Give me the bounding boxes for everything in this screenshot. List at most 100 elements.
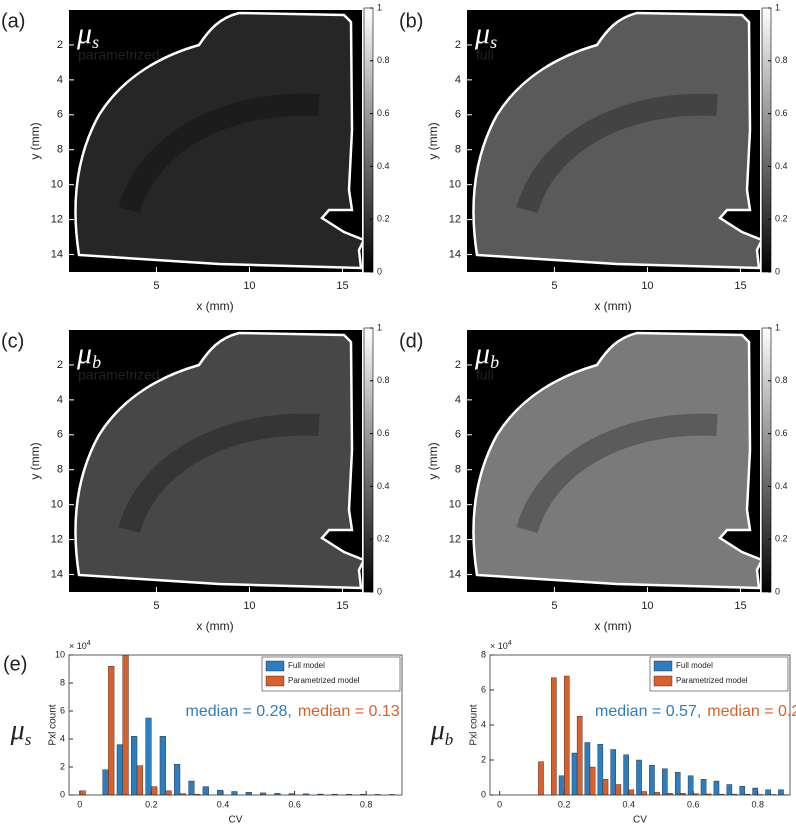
bar [551, 677, 557, 795]
bar [778, 789, 784, 795]
colorbar-tick-label: 0 [775, 266, 780, 276]
bar [731, 793, 738, 795]
colorbar [363, 327, 374, 593]
colorbar-tick-label: 0.6 [775, 108, 788, 118]
bar [705, 793, 712, 795]
bar [131, 736, 138, 795]
legend-swatch [265, 675, 285, 687]
image-title: μs [474, 17, 497, 52]
y-tick-label: 2 [455, 359, 461, 371]
image-title: μb [76, 337, 101, 372]
x-axis-label: x (mm) [196, 619, 233, 633]
bar [700, 779, 707, 795]
axes-frame [489, 654, 791, 796]
x-tick-label: 0.4 [217, 799, 230, 809]
x-tick-label: 0.6 [288, 799, 301, 809]
bar [589, 766, 596, 795]
bar [571, 752, 578, 795]
y-tick-label: 2 [57, 359, 63, 371]
bars [538, 675, 789, 795]
image-caption: parametrized [78, 47, 160, 63]
y-tick-label: 12 [449, 534, 461, 546]
y-tick-label: 6 [455, 109, 461, 121]
y-tick-label: 14 [449, 568, 461, 580]
image-title: μs [76, 17, 99, 52]
colorbar-tick-label: 0.8 [377, 375, 390, 385]
y-tick-label: 10 [449, 179, 461, 191]
multiplier-base: × 10 [490, 641, 508, 651]
y-tick-label: 8 [57, 144, 63, 156]
bar [538, 761, 544, 795]
median-annotation: median = 0.57, median = 0.26 [595, 703, 796, 720]
side-label-symbol: μ [430, 715, 445, 746]
y-tick-label: 8 [57, 464, 63, 476]
bar [217, 789, 224, 795]
colorbar-tick-label: 0.8 [377, 55, 390, 65]
median-text: median = 0.13 [298, 703, 400, 720]
y-axis-label: y (mm) [426, 122, 440, 159]
bar [628, 789, 635, 795]
bar [739, 786, 746, 795]
legend-box [649, 656, 789, 692]
colorbar-tick-label: 0.8 [775, 55, 788, 65]
colorbar-tick-label: 1 [377, 322, 382, 332]
x-axis-label: CV [229, 815, 243, 826]
panel-label: (a) [1, 10, 25, 32]
bar [576, 716, 583, 795]
x-tick-label: 15 [336, 600, 348, 612]
multiplier-exponent: 4 [87, 640, 91, 647]
colorbar [761, 327, 772, 593]
bar [597, 744, 604, 795]
title-subscript: b [490, 352, 499, 372]
y-tick-label: 8 [455, 144, 461, 156]
legend-box [261, 656, 401, 692]
colorbar-tick-label: 1 [377, 2, 382, 12]
x-tick-label: 0 [497, 799, 502, 809]
panel-label: (e) [3, 653, 27, 675]
bar [610, 749, 617, 795]
y-tick-label: 0 [60, 789, 65, 799]
bar [674, 772, 681, 795]
x-tick-label: 15 [734, 600, 746, 612]
colorbar-tick-label: 0.4 [775, 161, 788, 171]
y-tick-label: 4 [455, 394, 461, 406]
y-tick-label: 14 [51, 248, 63, 260]
multiplier-exponent: 4 [508, 640, 512, 647]
axis-multiplier: × 104 [490, 640, 512, 652]
x-tick-label: 10 [243, 280, 255, 292]
bar [713, 780, 720, 795]
x-tick-label: 10 [641, 280, 653, 292]
y-tick-label: 6 [57, 429, 63, 441]
colorbar-tick-label: 0.6 [775, 428, 788, 438]
y-tick-label: 12 [51, 534, 63, 546]
y-tick-label: 12 [449, 214, 461, 226]
y-tick-label: 6 [455, 429, 461, 441]
bar [108, 666, 115, 795]
median-text: median = 0.26 [707, 703, 796, 720]
bar [79, 790, 86, 795]
bar [174, 764, 181, 795]
x-tick-label: 0.2 [558, 799, 571, 809]
y-tick-label: 6 [481, 684, 486, 694]
bar [662, 768, 668, 795]
title-symbol: μ [474, 337, 490, 370]
bar [765, 789, 771, 795]
x-tick-label: 0 [77, 799, 82, 809]
colorbar-tick-label: 0 [377, 266, 382, 276]
y-tick-label: 10 [51, 179, 63, 191]
side-label-subscript: b [445, 730, 454, 749]
multiplier-base: × 10 [69, 641, 87, 651]
bar [145, 717, 152, 795]
x-tick-label: 0.4 [622, 799, 635, 809]
bar [687, 775, 694, 795]
colorbar-tick-label: 1 [775, 2, 780, 12]
bar [136, 765, 143, 795]
y-axis-label: y (mm) [426, 442, 440, 479]
side-label: μs [10, 715, 32, 748]
bar [260, 792, 267, 795]
legend-label: Parametrized model [288, 676, 360, 685]
x-axis-label: CV [633, 815, 647, 826]
colorbar-tick-label: 1 [775, 322, 780, 332]
y-tick-label: 0 [481, 789, 486, 799]
